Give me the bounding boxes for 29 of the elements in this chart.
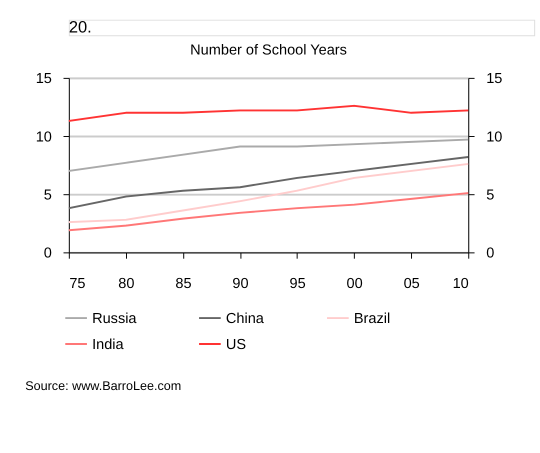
y-tick-label: 5 [44, 188, 52, 204]
legend-label: US [226, 336, 246, 353]
legend-label: Brazil [354, 310, 390, 327]
line-series [68, 138, 470, 172]
y2-tick-label: 0 [486, 246, 494, 262]
chart-title: Number of School Years [190, 42, 347, 59]
line-series [68, 192, 470, 232]
y2-tick-label: 10 [486, 129, 502, 146]
y2-tick-label: 15 [486, 71, 502, 88]
y-tick-label: 0 [44, 246, 52, 262]
legend-label: India [92, 336, 125, 353]
legend-label: China [226, 310, 265, 327]
x-tick-label: 95 [289, 276, 306, 292]
line-series [68, 162, 470, 224]
legend-label: Russia [92, 310, 138, 327]
source-note: Source: www.BarroLee.com [25, 379, 182, 394]
y-tick-label: 10 [36, 129, 52, 146]
x-tick-label: 85 [175, 276, 192, 292]
y2-tick-label: 5 [486, 188, 494, 204]
x-tick-label: 80 [118, 276, 134, 292]
x-tick-label: 00 [346, 276, 363, 292]
x-tick-label: 10 [452, 276, 469, 292]
line-series [68, 104, 470, 122]
x-tick-label: 05 [404, 276, 420, 292]
text: 20. [68, 18, 92, 36]
line-series [68, 156, 470, 210]
y-tick-label: 15 [36, 71, 52, 88]
x-tick-label: 75 [69, 276, 86, 292]
x-tick-label: 90 [232, 276, 249, 292]
